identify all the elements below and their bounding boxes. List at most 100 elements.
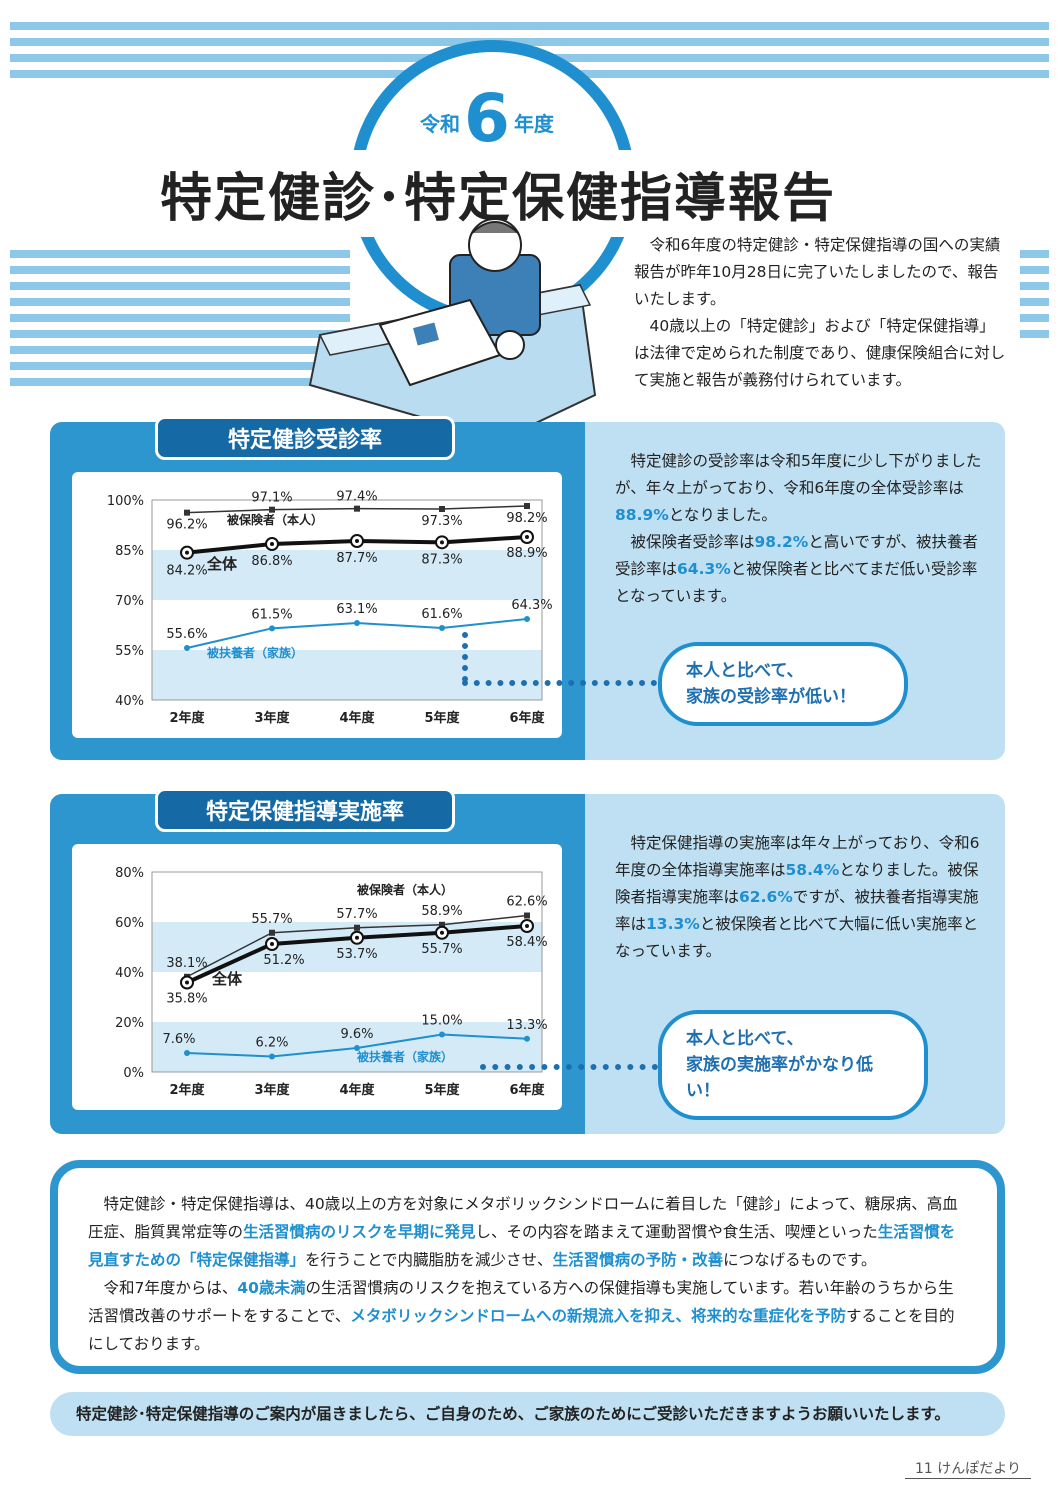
- data-point: [439, 506, 445, 512]
- data-point-center: [440, 540, 444, 545]
- data-point-center: [270, 542, 274, 546]
- data-label: 55.7%: [251, 912, 292, 927]
- x-tick-label: 2年度: [169, 710, 205, 726]
- x-tick-label: 6年度: [509, 710, 545, 726]
- office-worker-illustration: [308, 218, 597, 442]
- y-tick-label: 55%: [115, 644, 144, 659]
- data-point: [184, 1050, 190, 1056]
- info-paragraph-2: 令和7年度からは、40歳未満の生活習慣病のリスクを抱えている方への保健指導も実施…: [88, 1274, 967, 1358]
- x-tick-label: 5年度: [424, 1082, 460, 1098]
- x-tick-label: 6年度: [509, 1082, 545, 1098]
- x-tick-label: 3年度: [254, 1082, 290, 1098]
- series-name-label: 全体: [206, 555, 238, 573]
- series-name-label: 被保険者（本人）: [357, 882, 453, 897]
- callout-dots-1: [462, 632, 468, 682]
- data-label: 55.6%: [166, 627, 207, 642]
- data-point: [439, 921, 445, 928]
- guidance-rate-chart: 80% 60% 40% 20% 0% 2年度 3年度 4年度 5年度 6年度 38.1% 55.7% 5…: [115, 866, 548, 1098]
- era-label: 令和6 年度: [420, 80, 554, 157]
- info-text: し、その内容を踏まえて運動習慣や食生活、喫煙といった: [475, 1223, 878, 1241]
- data-label: 58.4%: [506, 935, 547, 950]
- grid-band: [152, 872, 542, 922]
- data-point: [184, 509, 190, 516]
- x-tick-label: 4年度: [339, 1082, 375, 1098]
- footer-message: 特定健診･特定保健指導のご案内が届きましたら、ご自身のため、ご家族のためにご受診…: [50, 1392, 1005, 1436]
- section1-text: 特定健診の受診率は令和5年度に少し下がりましたが、年々上がっており、令和6年度の…: [615, 452, 982, 605]
- data-point: [524, 616, 530, 622]
- data-label: 51.2%: [263, 953, 304, 968]
- data-label: 9.6%: [340, 1027, 373, 1042]
- info-box: 特定健診・特定保健指導は、40歳以上の方を対象にメタボリックシンドロームに着目し…: [50, 1160, 1005, 1374]
- section1-tab: 特定健診受診率: [155, 416, 455, 460]
- data-point-center: [440, 930, 444, 935]
- y-tick-label: 0%: [123, 1066, 144, 1081]
- grid-band: [152, 1022, 542, 1072]
- data-point: [439, 1031, 445, 1038]
- section2-text: 特定保健指導の実施率は年々上がっており、令和6年度の全体指導実施率は58.4%と…: [615, 834, 980, 960]
- data-point-center: [185, 980, 189, 985]
- y-tick-label: 20%: [115, 1016, 144, 1031]
- data-point: [524, 1035, 530, 1042]
- data-label: 6.2%: [255, 1036, 288, 1051]
- info-text: 令和7年度からは、: [103, 1279, 238, 1297]
- y-tick-label: 80%: [115, 866, 144, 881]
- data-label: 15.0%: [421, 1014, 462, 1029]
- x-tick-label: 3年度: [254, 710, 290, 726]
- info-text: の生活習慣病のリスクを抱えている方への保健指導も実施しています。若い年齢のうちか…: [88, 1279, 954, 1325]
- x-tick-label: 2年度: [169, 1082, 205, 1098]
- data-point: [439, 625, 445, 631]
- data-point-center: [525, 924, 529, 928]
- data-point: [354, 1045, 360, 1051]
- section2-tab: 特定保健指導実施率: [155, 788, 455, 832]
- info-highlight: 生活習慣病のリスクを早期に発見: [243, 1223, 476, 1241]
- series-name-label: 全体: [211, 970, 243, 988]
- data-label: 61.5%: [251, 607, 292, 622]
- era-number: 6: [464, 80, 510, 157]
- info-highlight: メタボリックシンドロームへの新規流入を抑え、将来的な重症化を予防: [350, 1307, 846, 1325]
- data-point: [354, 620, 360, 626]
- info-highlight: 40歳未満: [237, 1279, 306, 1297]
- data-point: [524, 503, 530, 509]
- info-text: 特定健診・特定保健指導は、40歳以上の方を対象にメタボリックシンドロームに着目し…: [88, 1195, 958, 1241]
- data-label: 97.3%: [421, 514, 462, 529]
- plot-frame: [151, 871, 543, 1073]
- data-point: [354, 924, 360, 931]
- y-tick-label: 40%: [115, 966, 144, 981]
- data-point: [184, 645, 190, 651]
- data-point: [354, 505, 360, 512]
- callout-bubble-1: 本人と比べて、 家族の受診率が低い！: [658, 642, 908, 726]
- data-point: [524, 912, 530, 919]
- data-label: 96.2%: [166, 518, 207, 533]
- section-guidance-rate: 特定保健指導実施率 80% 60% 40% 20% 0% 2年度 3年度 4年度 5年度 6年度 3…: [50, 788, 1005, 1134]
- intro-paragraph-1: 令和6年度の特定健診・特定保健指導の国への実績報告が昨年10月28日に完了いたし…: [634, 236, 1001, 308]
- series-name-label: 被扶養者（家族）: [357, 1049, 453, 1064]
- info-paragraph-1: 特定健診・特定保健指導は、40歳以上の方を対象にメタボリックシンドロームに着目し…: [88, 1190, 967, 1274]
- info-text: を行うことで内臓脂肪を減少させ、: [305, 1251, 553, 1269]
- data-label: 84.2%: [166, 564, 207, 579]
- page-title: 特定健診･特定保健指導報告: [160, 150, 920, 237]
- checkup-rate-chart: 100% 85% 70% 55% 40% 2年度 3年度 4年度 5年度 6年度 96.2% 97.1…: [107, 490, 553, 726]
- x-tick-label: 4年度: [339, 710, 375, 726]
- info-highlight: 生活習慣を見直すための「特定保健指導」: [88, 1223, 956, 1269]
- data-point-center: [525, 535, 529, 539]
- data-label: 98.2%: [506, 511, 547, 526]
- plot-frame: [151, 499, 543, 701]
- series-name-label: 被保険者（本人）: [227, 512, 323, 527]
- intro-text: 令和6年度の特定健診・特定保健指導の国への実績報告が昨年10月28日に完了いたし…: [634, 232, 1006, 394]
- data-label: 55.7%: [421, 942, 462, 957]
- data-label: 57.7%: [336, 907, 377, 922]
- data-label: 64.3%: [511, 598, 552, 613]
- data-label: 61.6%: [421, 607, 462, 622]
- y-tick-label: 100%: [107, 494, 144, 509]
- data-label: 38.1%: [166, 956, 207, 971]
- callout-dots-2: [480, 1064, 658, 1070]
- data-label: 88.9%: [506, 546, 547, 561]
- y-tick-label: 85%: [115, 544, 144, 559]
- page-number: 11 けんぽだより: [905, 1458, 1031, 1479]
- data-point: [269, 625, 275, 632]
- data-label: 97.4%: [336, 490, 377, 505]
- series-name-label: 被扶養者（家族）: [207, 645, 303, 660]
- data-label: 63.1%: [336, 602, 377, 617]
- intro-paragraph-2: 40歳以上の「特定健診」および「特定保健指導」は法律で定められた制度であり、健康…: [634, 317, 1006, 389]
- data-point-center: [185, 550, 189, 555]
